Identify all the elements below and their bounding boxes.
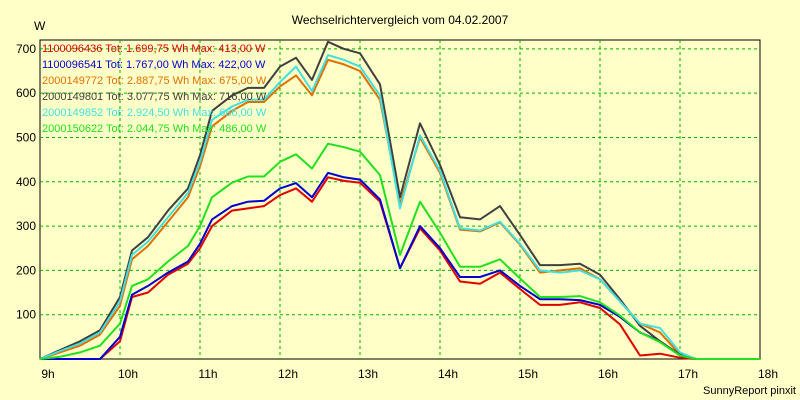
x-tick-label: 10h [118, 367, 138, 381]
legend-entry-2000149772: 2000149772 Tot: 2.887,75 Wh Max: 675,00 … [42, 75, 267, 87]
y-tick-labels: 100 200 300 400 500 600 700 [16, 42, 36, 322]
x-tick-label: 16h [598, 367, 618, 381]
x-tick-label: 14h [438, 367, 458, 381]
y-tick-label: 600 [16, 86, 36, 100]
y-tick-label: 100 [16, 308, 36, 322]
x-tick-label: 9h [41, 367, 54, 381]
y-tick-label: 300 [16, 219, 36, 233]
y-tick-label: 200 [16, 263, 36, 277]
y-tick-label: 700 [16, 42, 36, 56]
legend-entry-2000150622: 2000150622 Tot: 2.044,75 Wh Max: 486,00 … [42, 123, 267, 135]
x-tick-label: 12h [278, 367, 298, 381]
legend-entry-2000149852: 2000149852 Tot: 2.924,50 Wh Max: 686,00 … [42, 107, 267, 119]
y-axis-unit: W [34, 19, 46, 33]
legend-entry-1100096541: 1100096541 Tot: 1.767,00 Wh Max: 422,00 … [42, 59, 266, 71]
series-line-2000150622 [39, 142, 760, 360]
y-tick-label: 400 [16, 175, 36, 189]
x-tick-labels: 9h 10h 11h 12h 13h 14h 15h 16h 17h 18h [41, 367, 778, 381]
series-lines [39, 40, 760, 360]
footer-credit: SunnyReport pinxit [703, 385, 796, 397]
x-tick-label: 15h [518, 367, 538, 381]
x-tick-label: 17h [678, 367, 698, 381]
x-tick-label: 18h [758, 367, 778, 381]
legend-entry-1100096436: 1100096436 Tot: 1.699,75 Wh Max: 413,00 … [42, 43, 266, 55]
plot-area-frame [39, 39, 761, 360]
legend: 1100096436 Tot: 1.699,75 Wh Max: 413,00 … [42, 43, 267, 135]
y-tick-label: 500 [16, 130, 36, 144]
chart-title: Wechselrichtervergleich vom 04.02.2007 [292, 13, 509, 27]
x-tick-label: 11h [198, 367, 217, 381]
x-tick-label: 13h [358, 367, 378, 381]
series-line-2000149852 [39, 54, 760, 360]
series-line-2000149801 [39, 40, 760, 360]
legend-entry-2000149801: 2000149801 Tot: 3.077,75 Wh Max: 716,00 … [42, 91, 267, 103]
